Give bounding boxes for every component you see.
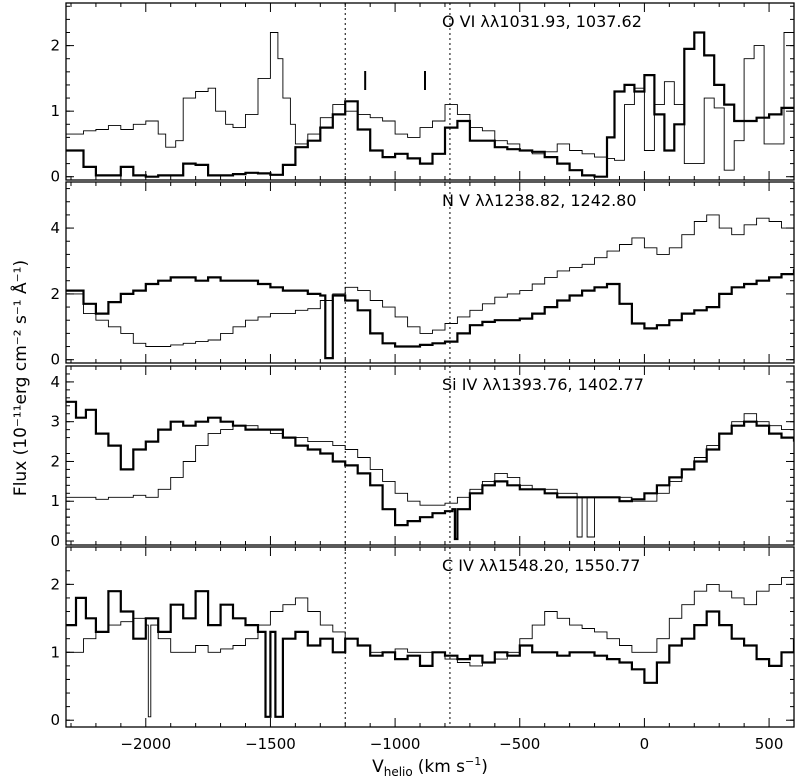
- panel-title: C IV λλ1548.20, 1550.77: [442, 556, 640, 575]
- panel-frame: [65, 2, 795, 181]
- x-axis: −2000 −1500 −1000 −500 0 500: [120, 735, 783, 753]
- panels-group: 0 1 2 O VI λλ1031.93, 1037.62 0 2 4 N V λλ1238.…: [50, 2, 795, 729]
- x-tick-label: 500: [755, 735, 784, 753]
- y-tick-label: 1: [50, 643, 60, 661]
- panel-title: Si IV λλ1393.76, 1402.77: [442, 375, 644, 394]
- y-tick-label: 4: [50, 219, 60, 237]
- panel-3: 0 1 2 3 4 Si IV λλ1393.76, 1402.77: [50, 365, 795, 550]
- y-axis-label: Flux (10⁻¹¹erg cm⁻² s⁻¹ Å⁻¹): [9, 260, 31, 496]
- y-tick-label: 2: [50, 575, 60, 593]
- panel-2: 0 2 4 N V λλ1238.82, 1242.80: [50, 181, 795, 369]
- series-thin-line: [66, 32, 794, 171]
- y-tick-label: 0: [50, 711, 60, 729]
- y-tick-label: 4: [50, 373, 60, 391]
- y-tick-label: 0: [50, 351, 60, 369]
- x-tick-label: 0: [640, 735, 650, 753]
- y-tick-label: 1: [50, 492, 60, 510]
- panel-1: 0 1 2 O VI λλ1031.93, 1037.62: [50, 2, 795, 186]
- panel-4: 0 1 2 C IV λλ1548.20, 1550.77: [50, 546, 795, 729]
- x-tick-label: −1500: [245, 735, 296, 753]
- panel-frame: [65, 546, 795, 728]
- x-axis-label-close: ): [481, 757, 488, 777]
- series-thick-line: [66, 31, 794, 178]
- panel-frame: [65, 181, 795, 364]
- x-axis-label-sub: helio: [384, 765, 413, 779]
- y-tick-label: 2: [50, 37, 60, 55]
- panel-title: O VI λλ1031.93, 1037.62: [442, 12, 642, 31]
- y-tick-label: 2: [50, 452, 60, 470]
- series-thick-line: [66, 269, 794, 360]
- series-thin-line: [66, 577, 794, 718]
- series-thin-line: [66, 214, 794, 347]
- series-thick-line: [66, 400, 794, 541]
- x-axis-label-main: V: [372, 757, 384, 777]
- y-tick-label: 0: [50, 168, 60, 186]
- y-tick-label: 2: [50, 285, 60, 303]
- y-tick-label: 0: [50, 532, 60, 550]
- panel-frame: [65, 365, 795, 546]
- panel-title: N V λλ1238.82, 1242.80: [442, 191, 637, 210]
- x-axis-label: Vhelio (km s−1): [372, 755, 488, 779]
- y-tick-label: 3: [50, 413, 60, 431]
- x-tick-label: −2000: [120, 735, 171, 753]
- series-thick-line: [66, 590, 794, 718]
- y-tick-label: 1: [50, 102, 60, 120]
- x-axis-label-unit: (km s: [418, 757, 465, 777]
- series-thin-line: [66, 413, 794, 538]
- x-axis-label-unit-exp: −1: [465, 755, 481, 768]
- x-tick-label: −500: [499, 735, 540, 753]
- x-tick-label: −1000: [370, 735, 421, 753]
